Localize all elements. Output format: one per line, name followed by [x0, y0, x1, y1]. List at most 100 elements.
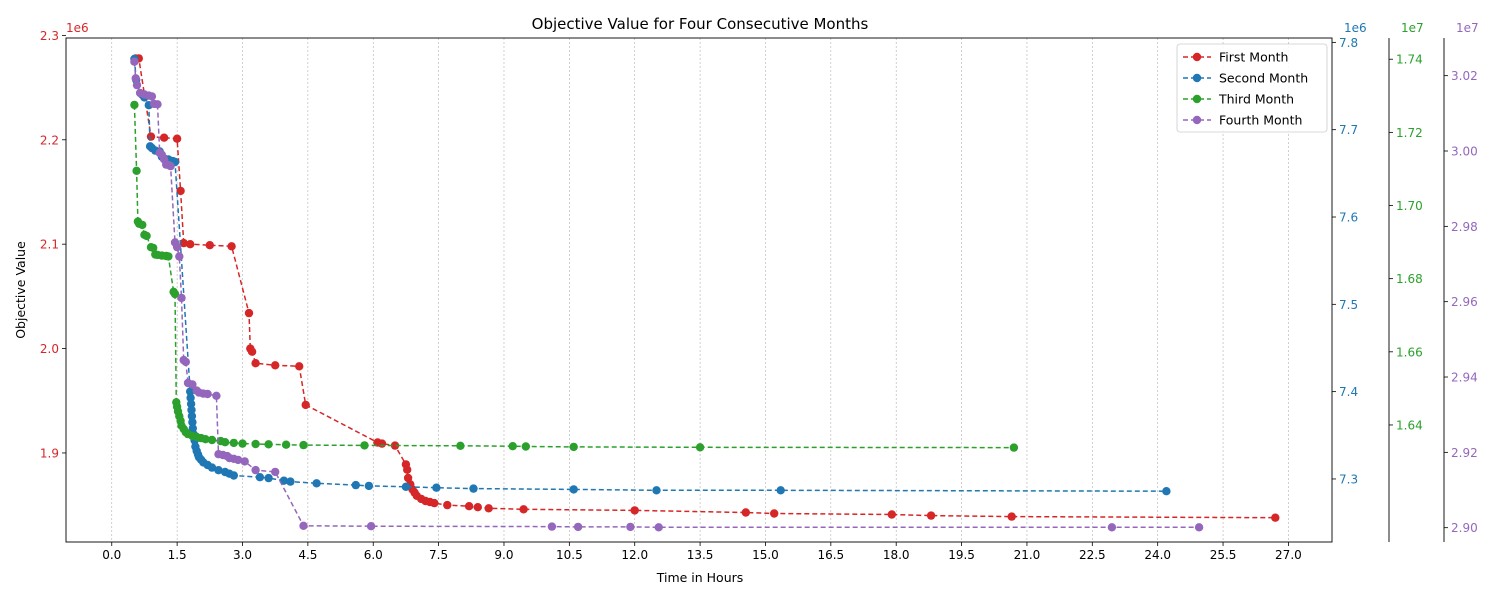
data-point	[432, 483, 441, 492]
data-point	[469, 484, 478, 493]
data-point	[299, 521, 308, 530]
data-point	[138, 220, 147, 230]
x-tick-label: 18.0	[883, 548, 910, 562]
x-tick-label: 12.0	[621, 548, 648, 562]
y-tick-label: 1.64	[1396, 418, 1423, 432]
legend-marker	[1192, 94, 1202, 104]
data-point	[360, 441, 369, 450]
data-point	[166, 161, 175, 171]
x-tick-label: 9.0	[494, 548, 513, 562]
legend-label: Third Month	[1218, 92, 1294, 107]
series-line	[133, 61, 1200, 529]
data-point	[443, 500, 452, 510]
data-point	[164, 252, 173, 261]
data-point	[776, 486, 785, 495]
data-point	[172, 242, 182, 252]
data-point	[926, 511, 936, 520]
y-tick-label: 1.66	[1396, 345, 1423, 359]
data-point	[203, 389, 212, 399]
data-point	[484, 504, 493, 513]
data-point	[212, 391, 221, 400]
data-point	[146, 132, 156, 141]
data-point	[403, 473, 413, 483]
data-point	[508, 442, 517, 451]
x-tick-label: 0.0	[102, 548, 121, 562]
data-point	[301, 400, 310, 410]
y-tick-label: 1.72	[1396, 126, 1423, 140]
data-point	[251, 439, 260, 449]
data-point	[187, 405, 196, 415]
data-point	[286, 477, 295, 486]
y-tick-label: 1.9	[40, 446, 59, 460]
data-point	[255, 473, 265, 482]
y-axis-label: Objective Value	[13, 241, 28, 339]
y-tick-label: 2.92	[1451, 446, 1478, 460]
data-point	[473, 503, 482, 512]
y-tick-label: 2.96	[1451, 295, 1478, 309]
data-point	[130, 100, 139, 110]
data-point	[229, 438, 238, 448]
legend-label: First Month	[1219, 50, 1288, 65]
y-tick-label: 2.90	[1451, 521, 1478, 535]
data-point	[573, 522, 583, 532]
data-point	[130, 57, 139, 66]
data-point	[464, 502, 474, 511]
data-point	[188, 380, 197, 389]
data-point	[652, 486, 661, 495]
data-point	[131, 74, 140, 83]
y-tick-label: 7.7	[1339, 123, 1358, 137]
data-point	[741, 508, 750, 517]
data-point	[377, 439, 387, 448]
data-point	[177, 293, 186, 303]
x-tick-label: 1.5	[168, 548, 187, 562]
data-point	[205, 241, 214, 250]
data-point	[887, 510, 896, 519]
data-point	[207, 435, 217, 445]
data-point	[1009, 443, 1019, 452]
series-line	[135, 57, 1276, 519]
data-point	[251, 465, 260, 475]
data-point	[153, 100, 162, 109]
data-point	[132, 80, 142, 90]
y-axis-multiplier: 1e6	[1344, 21, 1367, 35]
data-point	[430, 498, 439, 508]
data-point	[569, 485, 578, 494]
data-point	[271, 361, 280, 370]
data-point	[227, 242, 236, 251]
data-point	[264, 473, 273, 483]
data-point	[179, 238, 188, 248]
data-point	[1162, 487, 1171, 496]
y-tick-label: 3.00	[1451, 145, 1478, 159]
y-tick-label: 7.3	[1339, 472, 1358, 486]
data-point	[186, 387, 195, 396]
data-point	[187, 411, 197, 421]
y-axis-multiplier: 1e6	[66, 21, 89, 35]
data-point	[188, 418, 197, 427]
y-tick-label: 1.68	[1396, 272, 1423, 286]
x-tick-label: 16.5	[817, 548, 844, 562]
data-point	[170, 289, 180, 299]
data-point	[626, 522, 635, 532]
data-point	[229, 471, 238, 480]
data-point	[186, 399, 196, 409]
data-point	[159, 133, 169, 142]
x-tick-label: 3.0	[233, 548, 252, 562]
y-tick-label: 3.02	[1451, 69, 1478, 83]
data-point	[351, 480, 360, 490]
data-point	[175, 252, 184, 261]
legend-marker	[1192, 115, 1202, 125]
x-tick-label: 19.5	[948, 548, 975, 562]
y-tick-label: 7.8	[1339, 36, 1358, 50]
data-point	[220, 438, 230, 447]
y-tick-label: 7.5	[1339, 298, 1358, 312]
data-point	[364, 481, 374, 491]
y-tick-label: 2.98	[1451, 220, 1478, 234]
y-axis-multiplier: 1e7	[1456, 21, 1479, 35]
x-tick-label: 21.0	[1014, 548, 1041, 562]
y-tick-label: 7.4	[1339, 385, 1358, 399]
y-tick-label: 2.0	[40, 342, 59, 356]
data-point	[390, 441, 400, 450]
data-point	[403, 465, 412, 474]
data-point	[238, 439, 247, 448]
